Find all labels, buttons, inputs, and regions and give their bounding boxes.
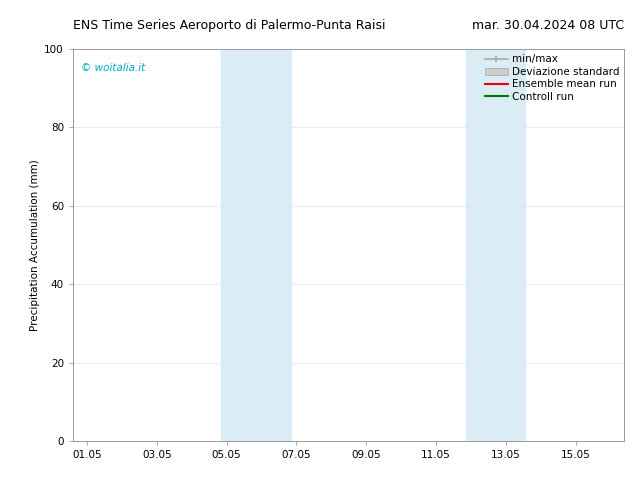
Bar bbox=[221, 49, 246, 441]
Bar bbox=[246, 49, 291, 441]
Text: mar. 30.04.2024 08 UTC: mar. 30.04.2024 08 UTC bbox=[472, 19, 624, 32]
Text: ENS Time Series Aeroporto di Palermo-Punta Raisi: ENS Time Series Aeroporto di Palermo-Pun… bbox=[73, 19, 385, 32]
Bar bbox=[465, 49, 490, 441]
Bar bbox=[490, 49, 525, 441]
Text: © woitalia.it: © woitalia.it bbox=[81, 63, 145, 73]
Y-axis label: Precipitation Accumulation (mm): Precipitation Accumulation (mm) bbox=[30, 159, 40, 331]
Legend: min/max, Deviazione standard, Ensemble mean run, Controll run: min/max, Deviazione standard, Ensemble m… bbox=[481, 50, 623, 106]
